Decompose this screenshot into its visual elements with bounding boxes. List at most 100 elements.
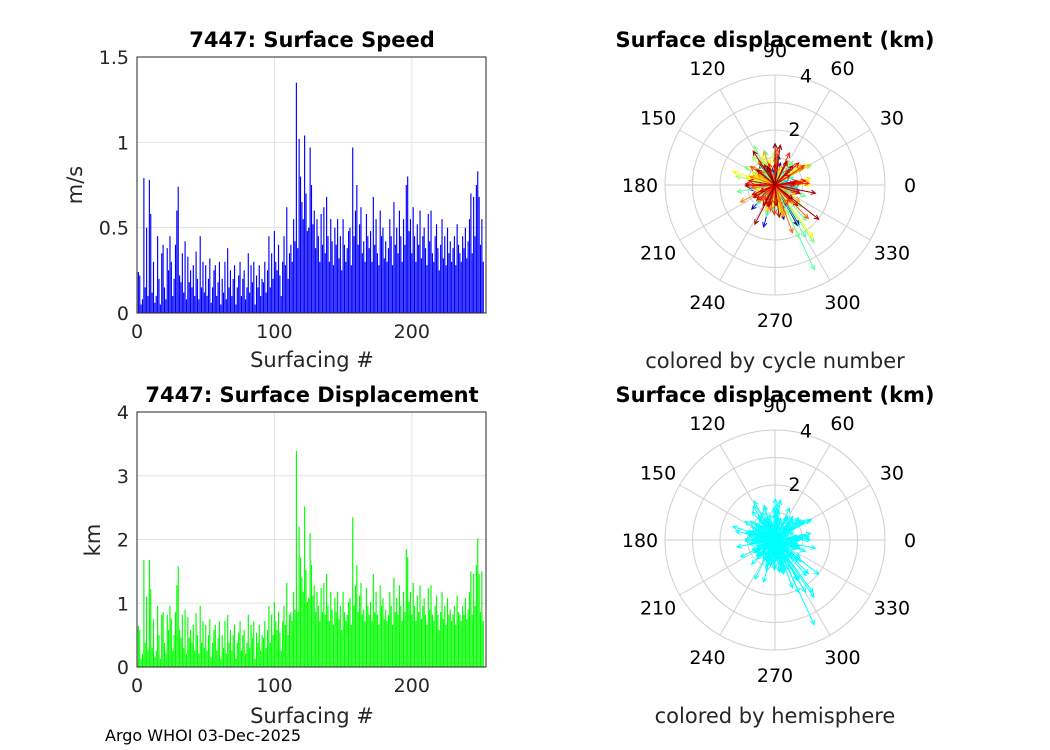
arrow-head	[768, 206, 774, 213]
angle-tick-label: 0	[904, 530, 916, 552]
arrow-head	[761, 511, 767, 518]
arrow-head	[800, 192, 807, 198]
arrow-head	[777, 165, 783, 172]
arrow-head	[765, 206, 771, 213]
displacement-arrow	[745, 539, 776, 542]
arrow-head	[801, 232, 807, 239]
displacement-arrow	[756, 539, 776, 556]
displacement-arrow	[754, 184, 776, 225]
arrow-head	[757, 514, 763, 521]
displacement-arrows	[732, 497, 820, 626]
bar-series	[137, 82, 484, 313]
displacement-arrow	[768, 539, 776, 562]
polar-tick-labels: 0 30 60 90 120 150 180 210 240 270 300 330 2 4	[622, 395, 916, 687]
arrow-head	[766, 520, 772, 527]
arrow-head	[764, 211, 771, 218]
displacement-arrow	[774, 184, 814, 238]
axes-box	[136, 56, 487, 314]
angle-tick-label: 60	[830, 413, 854, 435]
arrow-head	[750, 559, 757, 565]
displacement-arrow	[745, 184, 776, 187]
displacement-arrow	[748, 535, 776, 541]
angle-tick-label: 90	[763, 40, 787, 62]
arrow-head	[788, 531, 795, 537]
polar-displacement-by-cycle: 0 30 60 90 120 150 180 210 240 270 300 330 2 4 Surfac…	[615, 28, 934, 373]
arrow-head	[800, 547, 807, 553]
arrow-head	[785, 174, 792, 180]
angle-tick-label: 330	[874, 598, 910, 620]
arrow-head	[783, 199, 789, 206]
displacement-arrow	[774, 184, 789, 206]
arrow-head	[803, 568, 810, 575]
arrow-head	[735, 188, 743, 194]
displacement-arrow	[774, 165, 794, 186]
arrow-head	[766, 165, 772, 172]
arrow-head	[776, 212, 782, 219]
arrow-head	[810, 619, 815, 626]
displacement-arrow	[774, 539, 814, 593]
arrow-head	[772, 142, 778, 149]
arrow-head	[804, 535, 811, 542]
y-axis-label: m/s	[63, 166, 87, 204]
arrow-head	[752, 547, 759, 553]
displacement-arrow	[774, 537, 795, 541]
displacement-arrow	[774, 145, 781, 186]
y-tick-labels: 0 0.5 1 1.5	[99, 47, 129, 325]
arrow-head	[771, 209, 778, 216]
angle-tick-label: 60	[830, 58, 854, 80]
displacement-arrow	[774, 184, 780, 218]
arrow-head	[749, 165, 756, 172]
arrow-head	[752, 150, 758, 157]
arrow-head	[752, 192, 759, 198]
displacement-arrow	[774, 529, 791, 541]
x-tick-labels: 0 100 200	[131, 321, 430, 343]
arrow-head	[795, 544, 802, 550]
displacement-arrow	[774, 516, 788, 541]
displacement-arrow	[774, 161, 788, 186]
bar-series	[137, 450, 484, 667]
arrow-head	[808, 232, 814, 239]
arrow-head	[767, 556, 773, 563]
chart-title: 7447: Surface Displacement	[145, 383, 478, 407]
displacement-arrow	[774, 184, 820, 220]
x-axis-label: Surfacing #	[250, 348, 374, 372]
arrow-head	[776, 567, 782, 574]
arrow-head	[804, 164, 811, 170]
y-tick-label: 1.5	[99, 47, 129, 69]
angle-tick-label: 300	[824, 647, 860, 669]
axes-box	[136, 411, 487, 668]
arrow-head	[758, 551, 765, 558]
angle-tick-label: 270	[757, 665, 793, 687]
radial-tick-label: 2	[788, 474, 800, 496]
arrow-head	[749, 520, 756, 527]
footer-credit: Argo WHOI 03-Dec-2025	[105, 726, 301, 745]
angle-tick-label: 120	[689, 413, 725, 435]
arrow-head	[744, 521, 751, 527]
arrow-head	[804, 519, 811, 525]
arrow-head	[762, 221, 768, 229]
arrow-head	[809, 237, 815, 244]
arrow-head	[794, 232, 800, 239]
arrow-head	[793, 162, 800, 168]
displacement-arrow	[767, 166, 776, 186]
angle-tick-label: 300	[824, 292, 860, 314]
arrow-head	[788, 164, 794, 171]
angle-tick-label: 120	[689, 58, 725, 80]
arrow-head	[748, 175, 756, 181]
arrow-head	[782, 160, 788, 167]
displacement-arrow	[774, 500, 781, 541]
displacement-arrows	[732, 142, 820, 271]
arrow-head	[751, 155, 758, 162]
arrow-head	[748, 530, 756, 536]
arrow-head	[772, 497, 778, 504]
angle-tick-label: 270	[757, 310, 793, 332]
displacement-arrow	[774, 520, 794, 541]
arrow-head	[779, 211, 785, 218]
arrow-head	[813, 569, 820, 576]
angle-tick-label: 150	[640, 108, 676, 130]
arrow-head	[744, 183, 751, 189]
arrow-head	[758, 196, 765, 203]
arrow-head	[756, 168, 762, 175]
radial-tick-label: 2	[788, 119, 800, 141]
x-tick-labels: 0 100 200	[131, 675, 430, 697]
